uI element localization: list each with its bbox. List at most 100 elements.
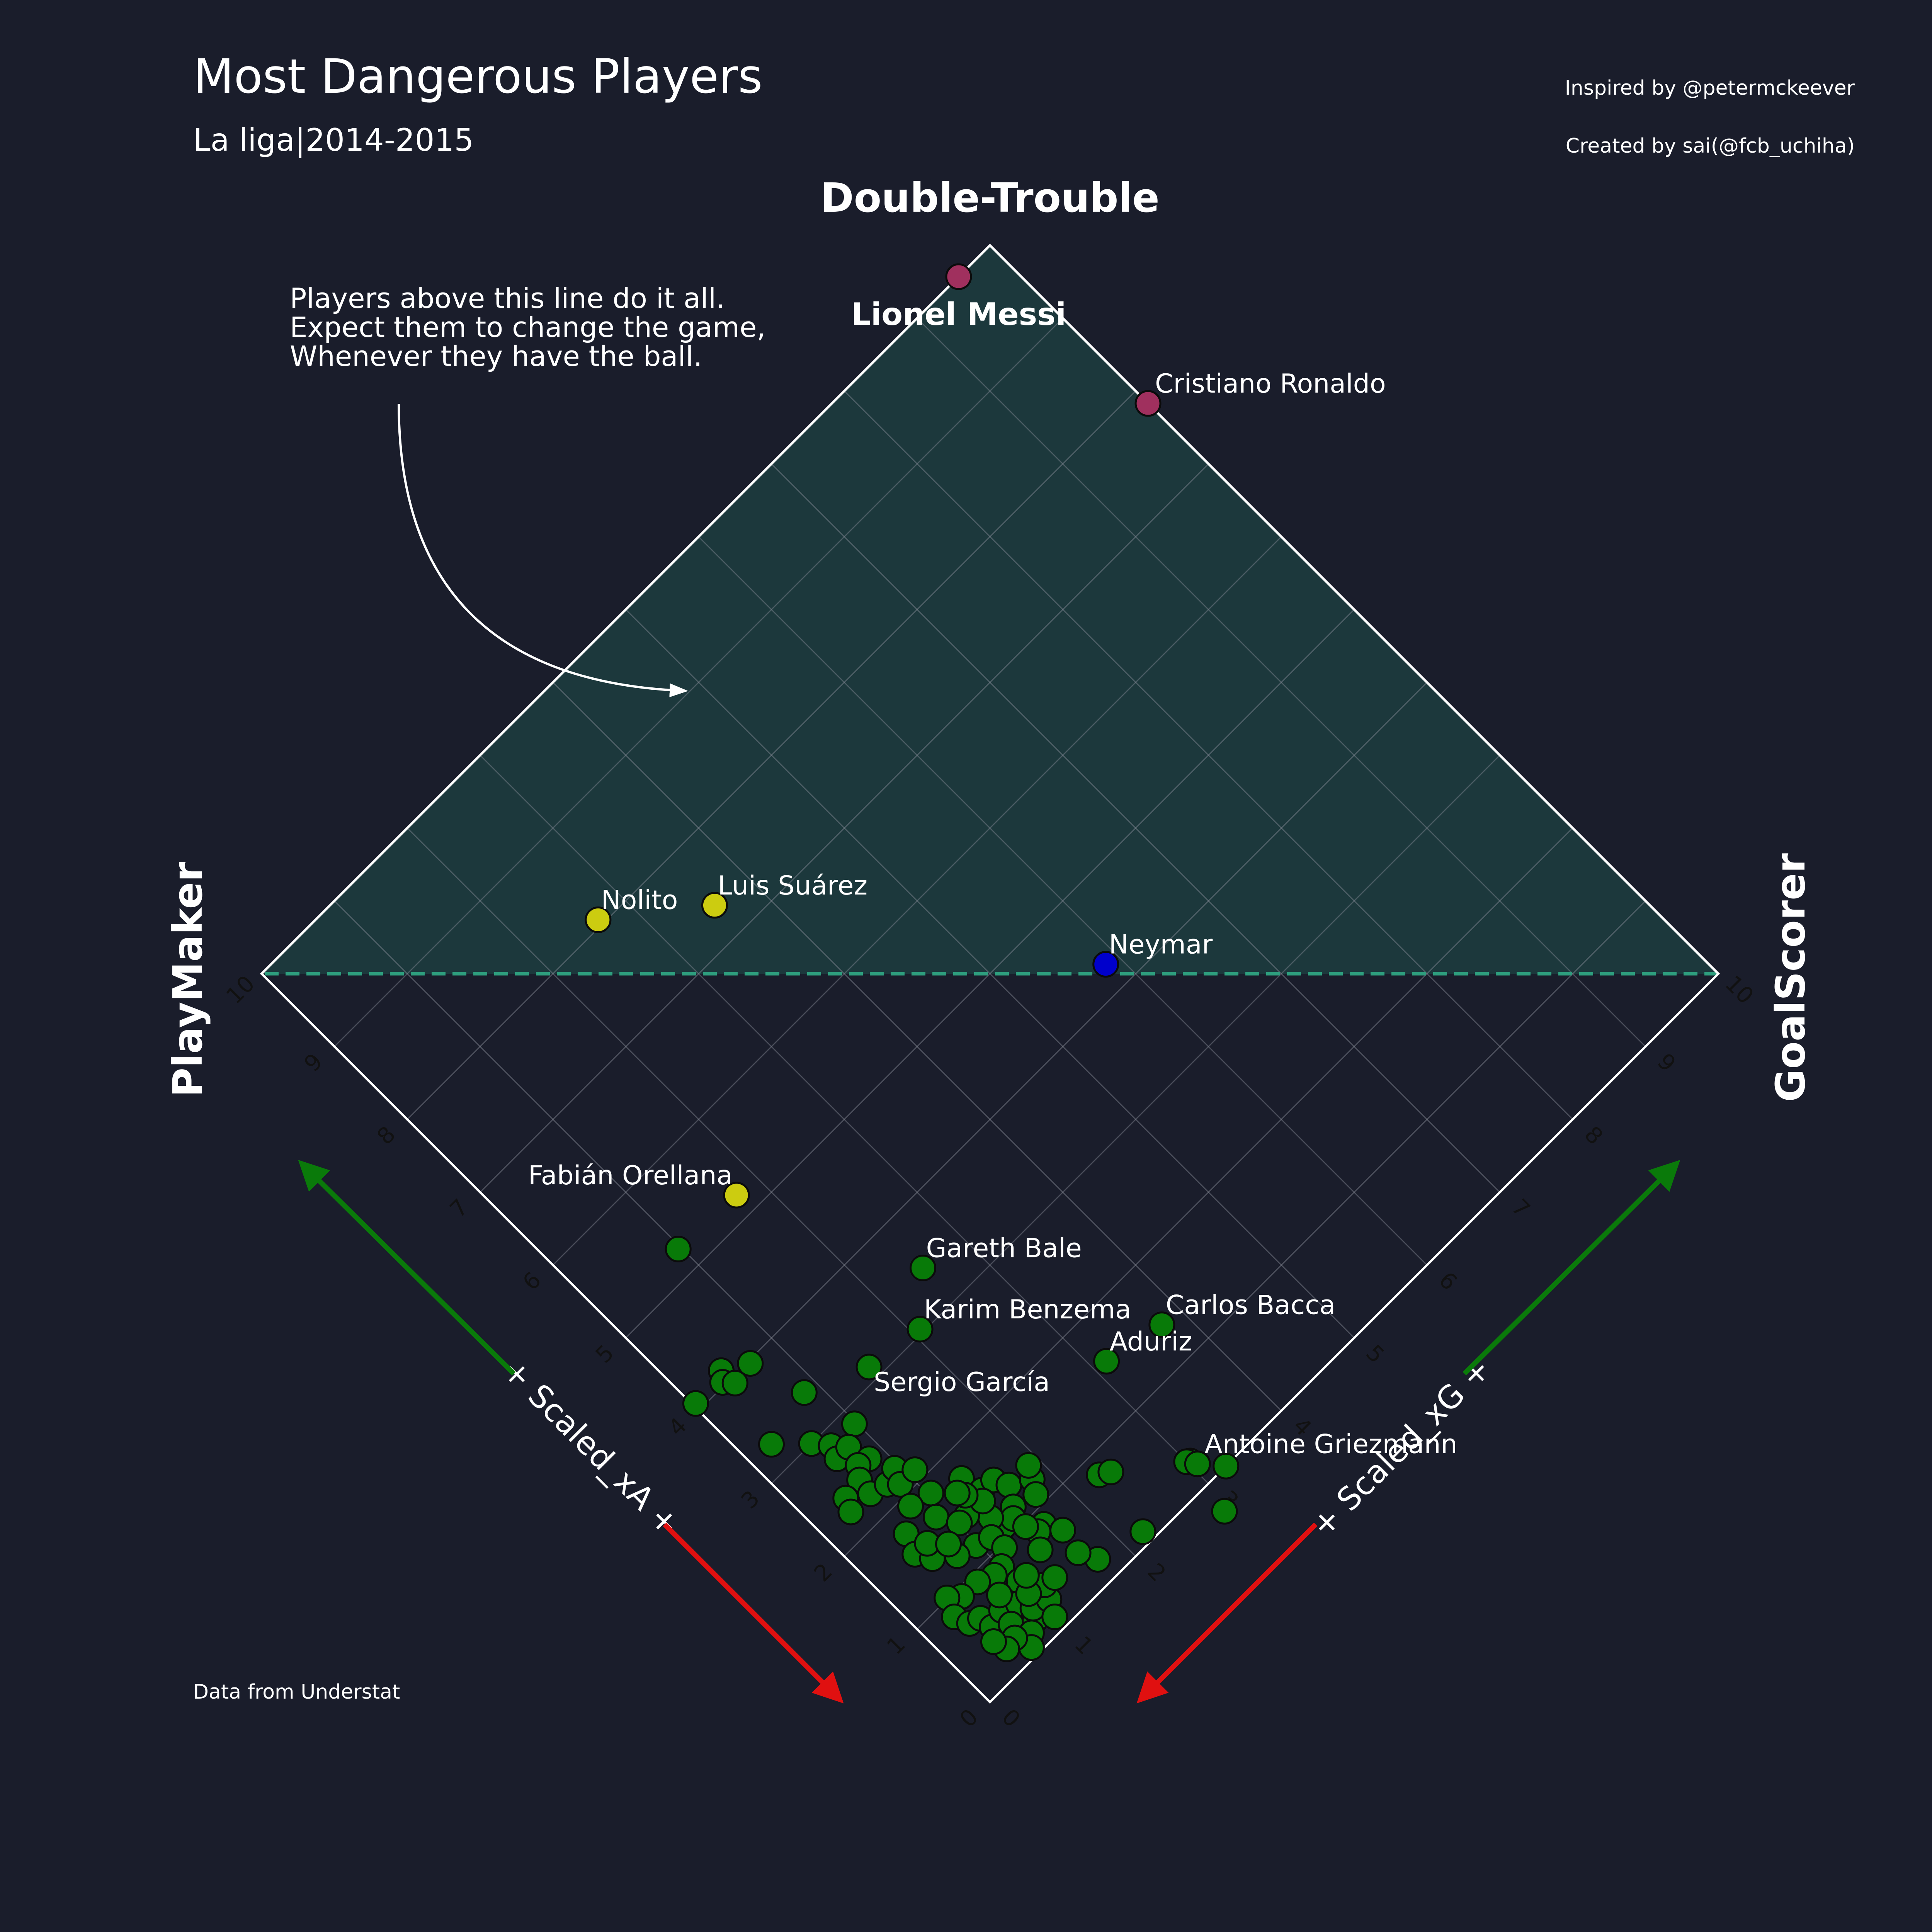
player-label: Fabián Orellana	[528, 1160, 733, 1191]
player-point	[1092, 951, 1119, 978]
grid-line	[552, 682, 1282, 1412]
xa-tick-label: 8	[372, 1121, 400, 1150]
player-point	[1041, 1603, 1068, 1630]
player-point	[1049, 1517, 1076, 1544]
player-point	[665, 1236, 692, 1263]
player-labels: Lionel Messi Cristiano Ronaldo Neymar Luis …	[528, 296, 1458, 1460]
player-point	[980, 1628, 1007, 1655]
xg-tick-label: 9	[1652, 1048, 1681, 1077]
grid-line	[698, 536, 1428, 1266]
playmaker-negative-arrow	[663, 1522, 844, 1704]
player-points	[585, 263, 1240, 1662]
player-point	[758, 1431, 785, 1458]
xa-tick-label: 5	[590, 1340, 619, 1368]
axes-border	[260, 243, 1720, 1704]
grid-line	[698, 682, 1428, 1412]
grid-line	[625, 609, 1355, 1338]
grid-line	[480, 755, 1209, 1484]
annotation-line-1: Players above this line do it all.	[290, 282, 725, 315]
grid-line	[552, 536, 1282, 1266]
player-point	[986, 1582, 1013, 1609]
annotation-line-2: Expect them to change the game,	[290, 311, 765, 344]
playmaker-label: PlayMaker	[164, 862, 211, 1097]
player-point	[737, 1350, 764, 1377]
player-point	[1184, 1451, 1211, 1478]
player-point	[1027, 1536, 1054, 1563]
player-point	[935, 1531, 962, 1558]
player-point	[923, 1503, 950, 1531]
goalscorer-negative-arrow	[1136, 1522, 1318, 1704]
chart-subtitle: La liga|2014-2015	[193, 122, 474, 158]
grid-line	[844, 390, 1573, 1120]
player-point	[1093, 1348, 1120, 1375]
xg-tick-label: 10	[1720, 970, 1759, 1009]
grid-line	[917, 900, 1646, 1630]
grid-line	[406, 390, 1136, 1120]
player-label: Karim Benzema	[924, 1294, 1131, 1325]
player-point	[837, 1498, 864, 1526]
player-point	[841, 1410, 868, 1437]
player-point	[791, 1379, 818, 1406]
player-point	[945, 263, 972, 290]
player-point	[682, 1390, 709, 1417]
double-trouble-zone	[262, 245, 1718, 974]
grid-line	[771, 463, 1500, 1193]
player-point	[944, 1480, 971, 1507]
player-point	[1148, 1311, 1175, 1338]
goalscorer-positive-arrow	[1463, 1160, 1680, 1376]
player-label: Aduriz	[1110, 1327, 1192, 1357]
grid-line	[917, 318, 1646, 1047]
player-point	[1015, 1452, 1042, 1479]
grid-line	[844, 827, 1573, 1557]
xa-tick-label: 2	[809, 1558, 837, 1587]
player-point	[723, 1182, 750, 1209]
credit-inspired: Inspired by @petermckeever	[1565, 77, 1855, 100]
credit-created: Created by sai(@fcb_uchiha)	[1566, 134, 1855, 158]
player-label: Neymar	[1109, 929, 1213, 960]
grid	[262, 318, 1718, 1630]
xg-tick-label: 1	[1070, 1631, 1098, 1660]
xa-tick-label: 6	[517, 1267, 546, 1295]
player-point	[1213, 1452, 1240, 1480]
grid-line	[334, 318, 1063, 1047]
chart-title: Most Dangerous Players	[193, 49, 763, 104]
xa-tick-label: 0	[954, 1704, 983, 1732]
player-label: Sergio García	[874, 1367, 1050, 1398]
player-label: Luis Suárez	[718, 871, 867, 901]
player-point	[901, 1456, 929, 1483]
zone-title: Double-Trouble	[820, 174, 1159, 221]
axes-frame	[260, 243, 1720, 1704]
player-point	[1065, 1539, 1092, 1566]
player-point	[701, 892, 728, 919]
annotation-arrow	[398, 403, 688, 697]
xg-tick-label: 8	[1580, 1121, 1608, 1150]
data-source: Data from Understat	[193, 1680, 400, 1704]
player-label: Lionel Messi	[851, 296, 1066, 332]
player-point	[1211, 1498, 1238, 1525]
player-point	[1041, 1564, 1068, 1591]
zone-fill	[262, 245, 1718, 974]
player-label: Nolito	[601, 885, 678, 916]
grid-line	[771, 755, 1500, 1484]
xg-tick-label: 7	[1507, 1194, 1535, 1223]
player-point	[1129, 1518, 1156, 1545]
player-point	[721, 1369, 748, 1396]
player-label: Gareth Bale	[926, 1233, 1082, 1264]
goalscorer-label: GoalScorer	[1767, 853, 1814, 1102]
player-label: Carlos Bacca	[1166, 1290, 1335, 1321]
xg-tick-label: 5	[1361, 1340, 1389, 1368]
player-point	[1134, 390, 1162, 417]
xa-tick-label: 9	[299, 1048, 328, 1077]
xg-tick-label: 0	[997, 1704, 1026, 1732]
xa-tick-label: 4	[663, 1412, 692, 1441]
y-axis-label: + Scaled_xA +	[495, 1351, 687, 1543]
player-point	[1012, 1513, 1039, 1540]
playmaker-positive-arrow	[298, 1160, 516, 1376]
xa-tick-label: 3	[736, 1485, 765, 1514]
player-label: Cristiano Ronaldo	[1155, 369, 1386, 399]
player-point	[585, 906, 612, 934]
player-point	[995, 1471, 1022, 1498]
grid-line	[625, 609, 1355, 1338]
xa-tick-label: 7	[445, 1194, 473, 1223]
